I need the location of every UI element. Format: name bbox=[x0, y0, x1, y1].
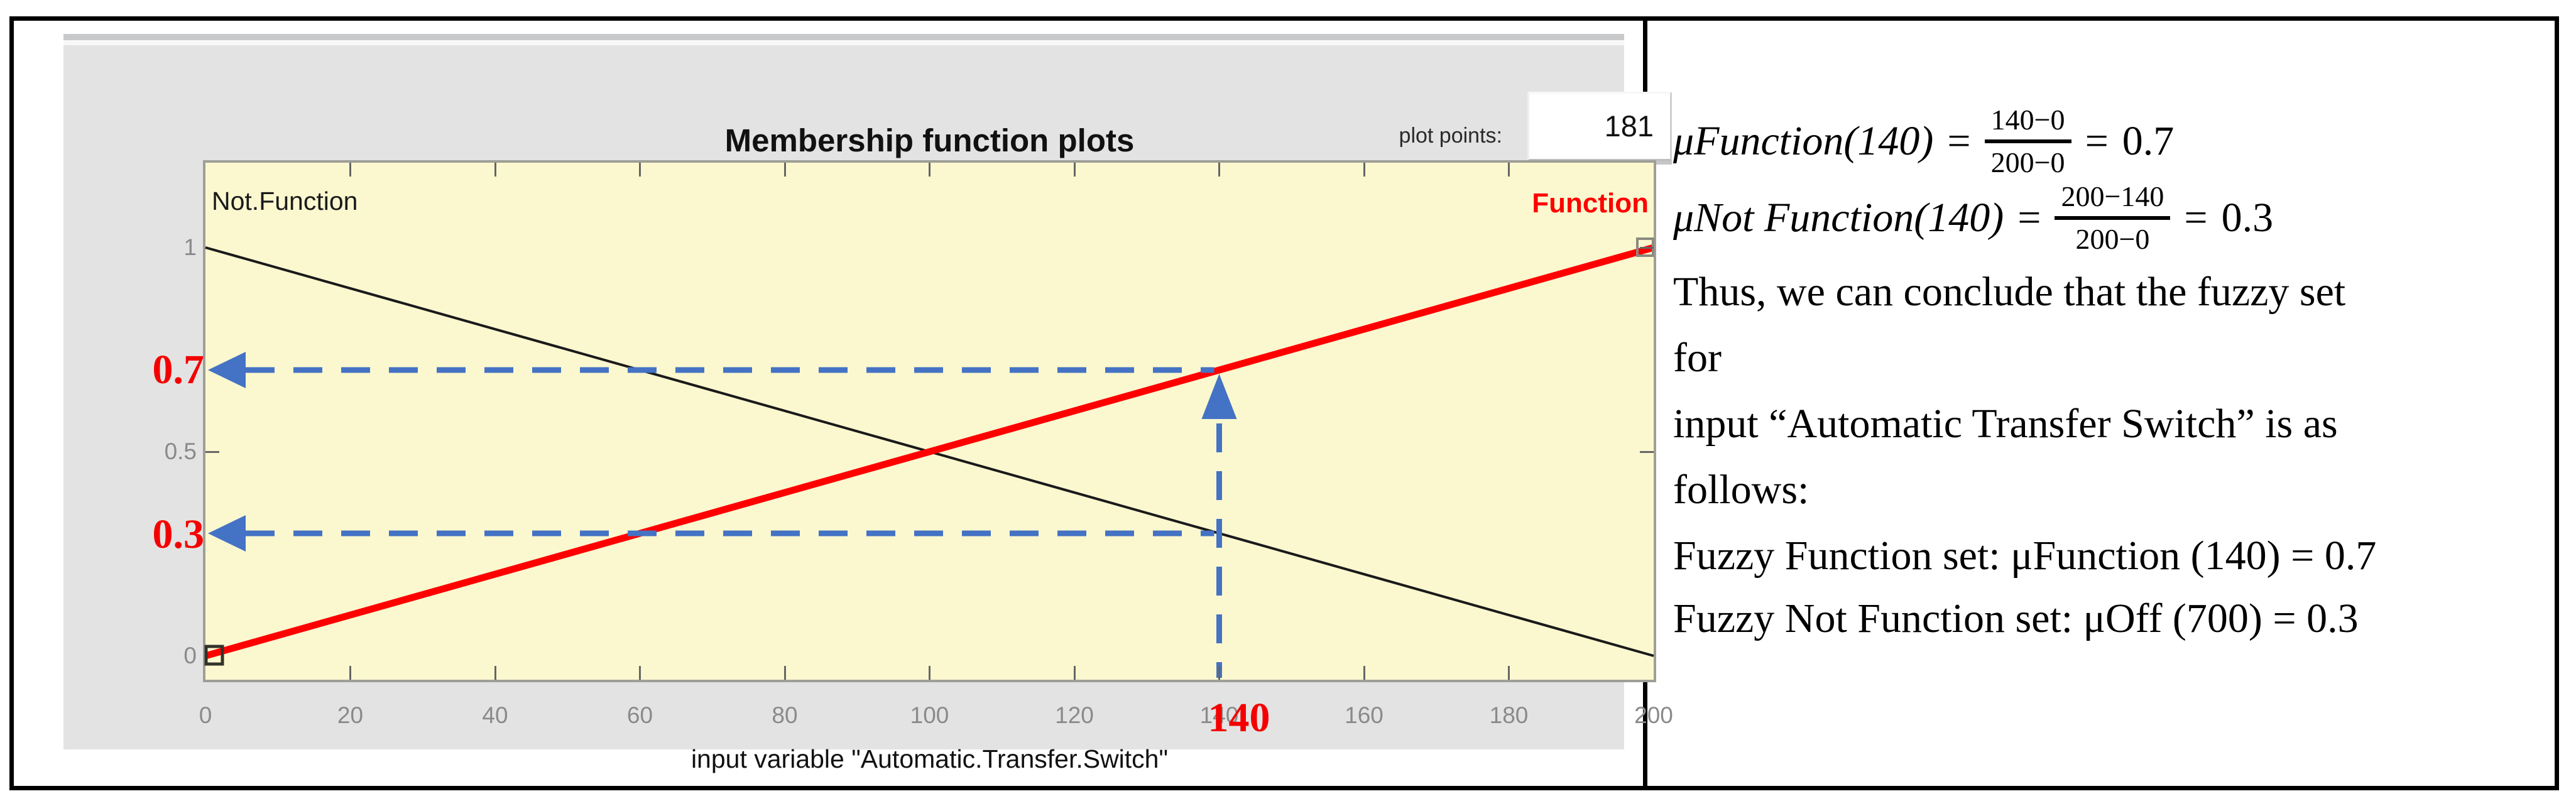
x-tick-top bbox=[929, 163, 931, 177]
x-axis-label: input variable "Automatic.Transfer.Switc… bbox=[690, 744, 1169, 773]
x-tick-label: 160 bbox=[1345, 702, 1384, 728]
x-tick-bottom bbox=[1073, 666, 1076, 680]
mf-label-function[interactable]: Function bbox=[1532, 188, 1649, 219]
text-line: Fuzzy Not Function set: μOff (700) = 0.3 bbox=[1673, 596, 2359, 641]
x-tick-top bbox=[1363, 163, 1365, 177]
fraction-numerator: 200−140 bbox=[2061, 180, 2164, 212]
annotation-mu-0-7: 0.7 bbox=[152, 347, 205, 393]
x-tick-top bbox=[349, 163, 351, 177]
text-line: Thus, we can conclude that the fuzzy set bbox=[1673, 269, 2346, 315]
x-tick-label: 80 bbox=[772, 702, 798, 728]
fraction-numerator: 140−0 bbox=[1990, 104, 2065, 136]
y-tick-left bbox=[205, 450, 219, 453]
y-tick-label: 0 bbox=[183, 643, 197, 668]
fraction-denominator: 200−0 bbox=[2075, 223, 2150, 255]
x-tick-label: 60 bbox=[626, 702, 653, 728]
y-tick-label: 0.5 bbox=[164, 438, 197, 464]
equals-sign: = bbox=[2085, 118, 2109, 164]
mf-line-function bbox=[204, 244, 1655, 660]
membership-plot[interactable]: Not.Function Function bbox=[203, 160, 1656, 682]
x-tick-bottom bbox=[1363, 666, 1365, 680]
text-line: Fuzzy Function set: μFunction (140) = 0.… bbox=[1673, 533, 2377, 579]
x-tick-top bbox=[494, 163, 496, 177]
membership-plot-canvas[interactable] bbox=[204, 163, 1655, 680]
mf-handle-start bbox=[204, 645, 224, 666]
x-tick-label: 20 bbox=[337, 702, 364, 728]
mf-label-not-function[interactable]: Not.Function bbox=[212, 187, 358, 215]
text-line: for bbox=[1673, 335, 1722, 381]
mf-editor-panel: Membership function plots plot points: 1… bbox=[63, 34, 1673, 773]
arrowhead-up-140 bbox=[1201, 374, 1237, 419]
plot-title: Membership function plots bbox=[724, 123, 1135, 158]
window-top-edge bbox=[63, 34, 1624, 40]
equals-sign: = bbox=[2017, 195, 2041, 241]
plot-points-label: plot points: bbox=[1399, 124, 1502, 148]
equation-result: 0.7 bbox=[2122, 118, 2175, 164]
x-tick-top bbox=[1073, 163, 1076, 177]
x-tick-bottom bbox=[1508, 666, 1510, 680]
x-tick-label: 180 bbox=[1489, 702, 1529, 728]
fraction-denominator: 200−0 bbox=[1990, 146, 2065, 178]
x-tick-label: 200 bbox=[1634, 702, 1673, 728]
derivation-text: μFunction(140) = 140−0 200−0 = 0.7 μNot … bbox=[1673, 0, 2559, 806]
y-tick-right bbox=[1640, 246, 1654, 249]
fraction: 200−140 200−0 bbox=[2055, 179, 2171, 257]
equation-lhs: μNot Function(140) bbox=[1673, 195, 2004, 241]
y-tick-label: 1 bbox=[183, 234, 197, 260]
x-tick-top bbox=[1218, 163, 1220, 177]
fraction-bar bbox=[1984, 139, 2071, 143]
equals-sign: = bbox=[1947, 118, 1971, 164]
x-tick-top bbox=[1508, 163, 1510, 177]
x-tick-label: 0 bbox=[199, 702, 212, 728]
x-tick-label: 100 bbox=[910, 702, 949, 728]
arrowhead-left-0-7 bbox=[208, 352, 246, 388]
arrowhead-left-0-3 bbox=[208, 515, 246, 552]
x-tick-label: 120 bbox=[1055, 702, 1094, 728]
text-line: input “Automatic Transfer Switch” is as bbox=[1673, 401, 2338, 447]
plot-points-value: 181 bbox=[1604, 109, 1654, 143]
equals-sign: = bbox=[2184, 195, 2208, 241]
x-tick-label: 40 bbox=[482, 702, 508, 728]
equation-result: 0.3 bbox=[2221, 195, 2274, 241]
text-line: follows: bbox=[1673, 467, 1809, 513]
figure-border bbox=[9, 16, 2559, 790]
x-tick-label: 140 bbox=[1199, 702, 1239, 728]
equation-mu-function: μFunction(140) = 140−0 200−0 = 0.7 bbox=[1673, 75, 2174, 207]
fraction: 140−0 200−0 bbox=[1984, 102, 2071, 180]
annotation-mu-0-3: 0.3 bbox=[152, 511, 205, 557]
y-tick-right bbox=[1640, 450, 1654, 453]
x-tick-bottom bbox=[494, 666, 496, 680]
x-tick-bottom bbox=[639, 666, 641, 680]
x-tick-bottom bbox=[349, 666, 351, 680]
equation-mu-not-function: μNot Function(140) = 200−140 200−0 = 0.3 bbox=[1673, 152, 2273, 284]
plot-points-input[interactable]: 181 bbox=[1527, 92, 1672, 161]
equation-lhs: μFunction(140) bbox=[1673, 118, 1934, 164]
x-tick-bottom bbox=[783, 666, 786, 680]
fraction-bar bbox=[2055, 216, 2171, 220]
window-top-highlight bbox=[63, 40, 1624, 45]
x-tick-top bbox=[639, 163, 641, 177]
x-tick-top bbox=[783, 163, 786, 177]
x-tick-bottom bbox=[1218, 666, 1220, 680]
x-tick-bottom bbox=[929, 666, 931, 680]
annotation-input-140: 140 bbox=[1208, 695, 1270, 741]
